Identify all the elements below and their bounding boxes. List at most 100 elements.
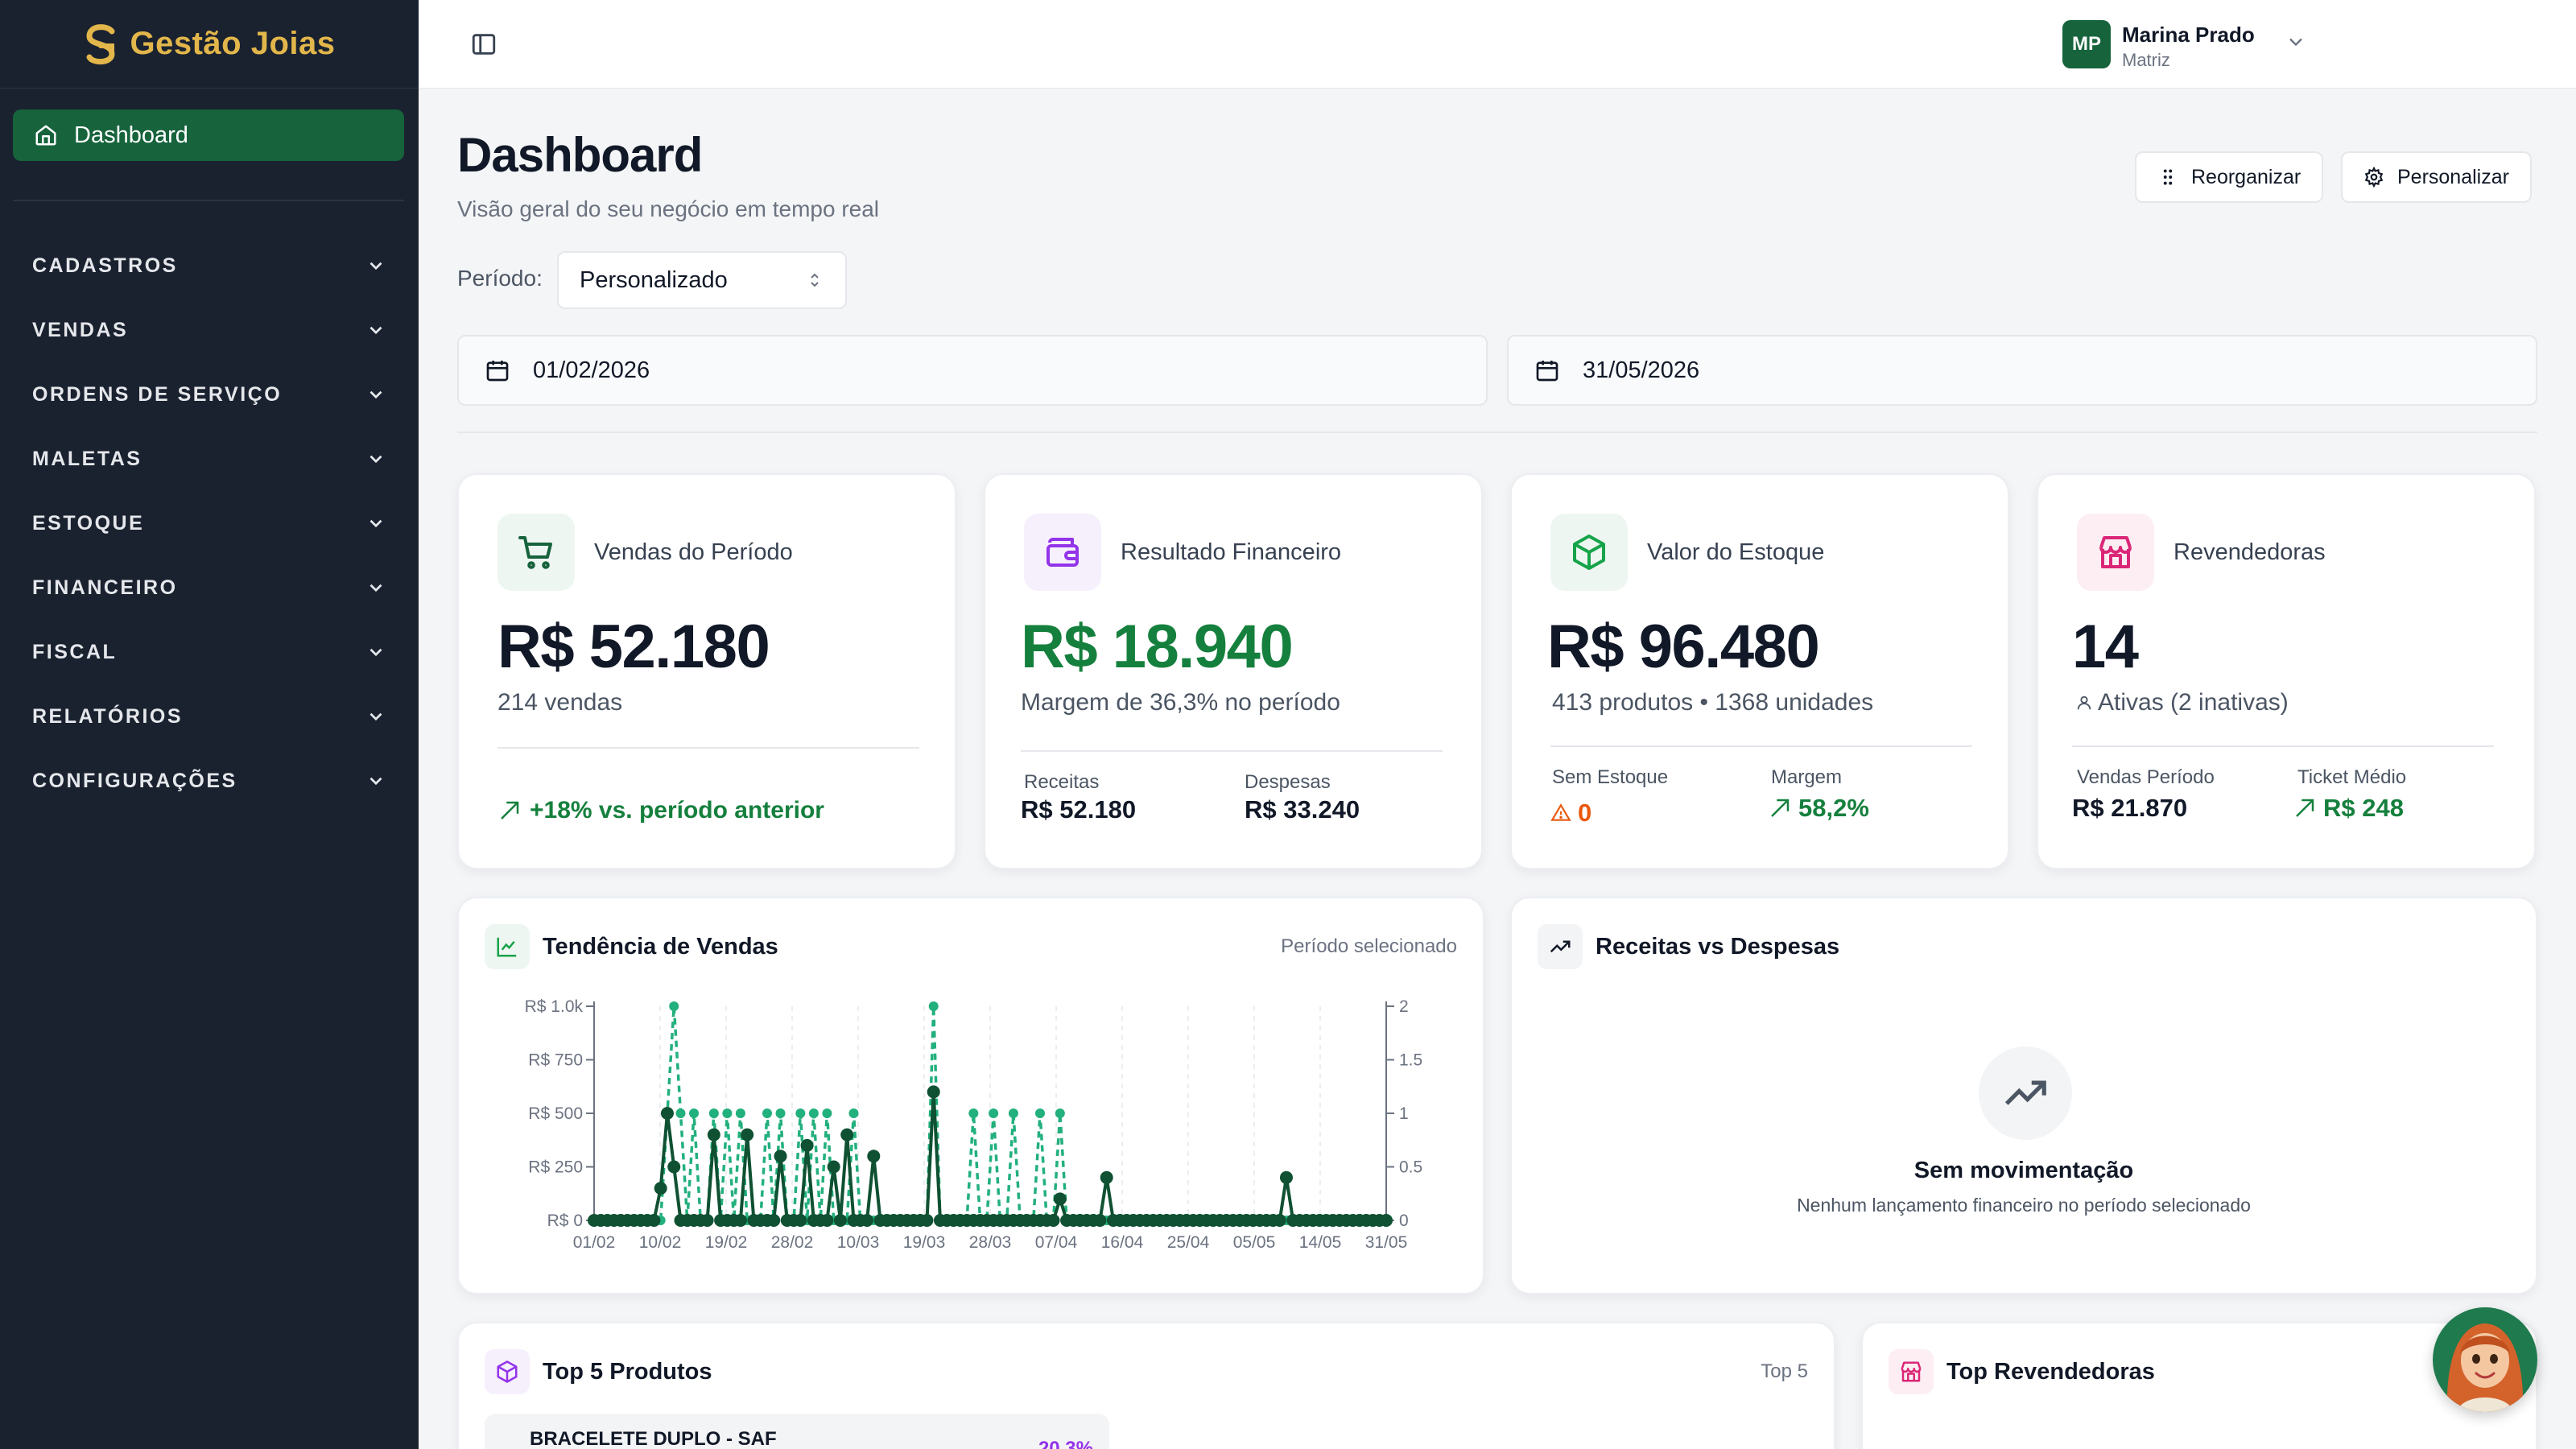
data-point [1380,1214,1393,1227]
data-point [1035,1108,1046,1118]
x-tick-label: 19/02 [705,1233,748,1252]
panel-meta: Período selecionado [1281,935,1457,957]
panel-title: Top 5 Produtos [543,1359,712,1385]
kpi-title: Vendas do Período [594,539,793,565]
chevron-down-icon [369,777,382,786]
brand-name: Gestão Joias [130,26,336,61]
kpi-divider [1021,750,1443,752]
x-tick-label: 25/04 [1167,1233,1210,1252]
x-tick-label: 14/05 [1299,1233,1342,1252]
sidebar-toggle-icon[interactable] [470,31,497,58]
assistant-avatar-button[interactable] [2433,1307,2537,1412]
data-point [675,1108,686,1118]
product-percentage: 20,3% [1038,1438,1093,1449]
data-point [927,1085,940,1099]
period-select[interactable]: Personalizado [557,251,847,309]
sidebar-group-ordens-de-servico[interactable]: ORDENS DE SERVIÇO [32,378,386,411]
end-date-field[interactable]: 31/05/2026 [1507,335,2537,406]
start-date-field[interactable]: 01/02/2026 [457,335,1488,406]
reorganize-label: Reorganizar [2191,165,2301,188]
data-point [827,1160,840,1174]
period-label: Período: [457,266,543,291]
data-point [700,1214,714,1227]
reorganize-button[interactable]: Reorganizar [2135,151,2324,203]
gear-icon [2364,167,2384,188]
data-point [800,1138,814,1152]
list-item[interactable]: BRACELETE DUPLO - SAF 20,3% [485,1414,1109,1449]
kpi-card-resellers: Revendedoras 14 Ativas (2 inativas) Vend… [2037,473,2536,869]
trend-up-icon [501,801,519,819]
data-point [767,1214,781,1227]
data-point [820,1214,834,1227]
x-tick-label: 05/05 [1233,1233,1276,1252]
sidebar-group-label: ORDENS DE SERVIÇO [32,382,283,406]
sidebar-group-label: CADASTROS [32,254,178,277]
page-subtitle: Visão geral do seu negócio em tempo real [457,196,880,221]
kpi-title: Valor do Estoque [1647,539,1825,565]
panel-icon-wrap [485,1349,530,1394]
chevron-down-icon [369,712,382,721]
divider [457,431,2537,433]
x-tick-label: 01/02 [573,1233,616,1252]
user-icon [2077,696,2091,710]
chevron-up-down-icon [811,273,819,287]
chevron-down-icon [369,455,382,464]
kpi-subtext: Ativas (2 inativas) [2075,689,2289,716]
assistant-avatar-icon [2433,1307,2537,1412]
sidebar-group-relatorios[interactable]: RELATÓRIOS [32,700,386,733]
data-point [775,1108,786,1118]
data-point [1008,1108,1018,1118]
sales-trend-chart[interactable]: 01/02 10/02 19/02 28/02 10/03 19/03 28/03 07/04… [459,898,1486,1296]
sidebar-group-configuracoes[interactable]: CONFIGURAÇÕES [32,765,386,797]
sidebar-item-dashboard[interactable]: Dashboard [13,109,404,161]
box-icon [1573,535,1605,570]
sidebar-group-vendas[interactable]: VENDAS [32,314,386,346]
kpi-value: 14 [2072,613,2139,681]
y-right-tick-label: 1.5 [1399,1051,1422,1070]
kpi-icon-wrap [497,514,575,591]
data-point [1279,1170,1293,1184]
sidebar-item-label: Dashboard [74,122,188,148]
period-select-value: Personalizado [580,266,728,293]
avatar[interactable]: MP [2062,20,2111,68]
data-point [989,1108,999,1118]
calendar-icon [1536,361,1558,382]
data-point [735,1108,745,1118]
series-line [594,1005,1386,1222]
kpi-title: Revendedoras [2174,539,2326,565]
data-point [660,1107,674,1120]
chevron-down-icon[interactable] [2285,31,2307,53]
panel-icon-wrap [1889,1349,1934,1394]
sidebar-group-maletas[interactable]: MALETAS [32,443,386,475]
data-point [1273,1214,1286,1227]
data-point [822,1108,832,1118]
panel-meta: Top 5 [1761,1360,1808,1382]
sidebar-group-fiscal[interactable]: FISCAL [32,636,386,668]
y-left-tick-label: R$ 1.0k [525,997,584,1016]
out-of-stock-value: 0 [1550,799,1591,828]
sidebar-group-label: FINANCEIRO [32,576,178,599]
sidebar-group-financeiro[interactable]: FINANCEIRO [32,572,386,604]
line-chart-icon [497,937,517,957]
y-left-tick-label: R$ 0 [547,1212,583,1230]
kpi-trend: +18% vs. período anterior [497,797,824,824]
topbar: MP Marina Prado Matriz [419,0,2576,89]
kpi-trend-label: +18% vs. período anterior [530,797,824,824]
ticket-value: R$ 248 [2293,794,2404,823]
box-icon [497,1360,518,1383]
customize-label: Personalizar [2397,165,2509,188]
sidebar-group-estoque[interactable]: ESTOQUE [32,507,386,539]
top-resellers-panel: Top Revendedoras [1861,1322,2537,1449]
brand[interactable]: Gestão Joias [0,0,419,89]
kpi-divider [1550,745,1972,747]
kpi-icon-wrap [2077,514,2154,591]
margin-label: Margem [1771,766,1843,788]
y-left-tick-label: R$ 750 [528,1051,583,1070]
user-name[interactable]: Marina Prado [2122,23,2255,47]
sidebar-group-cadastros[interactable]: CADASTROS [32,250,386,282]
data-point [840,1128,854,1141]
chevron-down-icon [369,648,382,657]
y-right-tick-label: 0.5 [1399,1158,1422,1177]
customize-button[interactable]: Personalizar [2341,151,2532,203]
expense-label: Despesas [1245,771,1331,793]
